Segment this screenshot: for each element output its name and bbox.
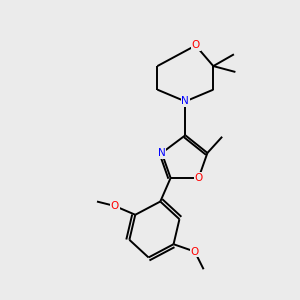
- Text: O: O: [191, 40, 200, 50]
- Text: O: O: [110, 201, 119, 211]
- Text: N: N: [158, 148, 166, 158]
- Text: O: O: [190, 247, 199, 256]
- Text: O: O: [194, 173, 203, 183]
- Text: N: N: [182, 96, 189, 106]
